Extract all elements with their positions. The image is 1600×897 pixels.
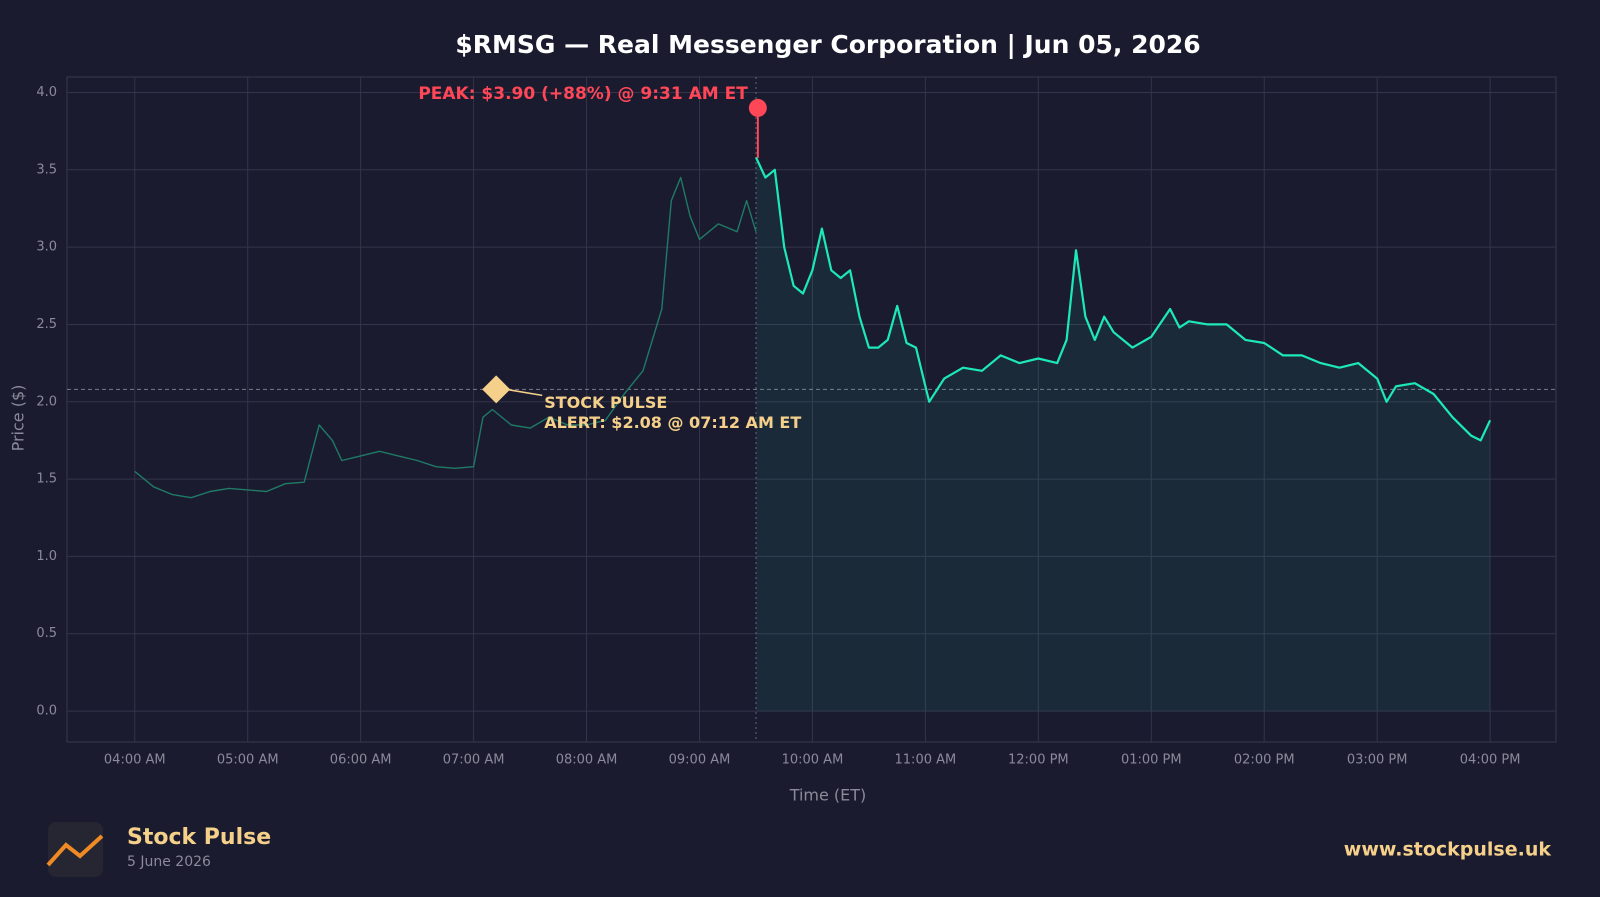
y-tick-label: 4.0 [36,85,57,100]
x-tick-label: 03:00 PM [1347,753,1408,768]
alert-leader [506,388,543,397]
x-tick-label: 04:00 AM [104,753,166,768]
x-tick-label: 05:00 AM [217,753,279,768]
line [755,156,1492,442]
y-tick-label: 0.5 [36,626,57,641]
y-tick-label: 1.5 [36,472,57,487]
alert-label: ALERT: $2.08 @ 07:12 AM ET [544,413,801,432]
y-tick-label: 3.0 [36,240,57,255]
peak-label: PEAK: $3.90 (+88%) @ 9:31 AM ET [418,84,748,104]
area [756,157,1491,712]
y-tick-label: 2.5 [36,317,57,332]
x-tick-label: 07:00 AM [443,753,505,768]
x-tick-label: 11:00 AM [895,753,957,768]
brand-name: Stock Pulse [127,825,271,850]
x-tick-label: 10:00 AM [782,753,844,768]
y-tick-label: 1.0 [36,549,57,564]
chart-title: $RMSG — Real Messenger Corporation | Jun… [455,30,1200,59]
line [134,176,757,499]
logo [46,822,104,877]
brand-date: 5 June 2026 [127,854,211,870]
x-tick-label: 08:00 AM [556,753,618,768]
x-tick-label: 12:00 PM [1008,753,1069,768]
y-tick-label: 2.0 [36,394,57,409]
y-tick-label: 3.5 [36,162,57,177]
y-axis-label: Price ($) [9,385,28,452]
peak-marker [748,98,767,117]
alert-label: STOCK PULSE [544,393,667,412]
plot-area [66,76,1557,743]
x-axis-label: Time (ET) [789,786,867,805]
x-tick-label: 09:00 AM [669,753,731,768]
y-tick-label: 0.0 [36,704,57,719]
x-tick-label: 06:00 AM [330,753,392,768]
x-tick-label: 01:00 PM [1121,753,1182,768]
x-tick-label: 02:00 PM [1234,753,1295,768]
website: www.stockpulse.uk [1344,839,1552,861]
alert-marker [482,375,511,404]
x-tick-label: 04:00 PM [1460,753,1521,768]
